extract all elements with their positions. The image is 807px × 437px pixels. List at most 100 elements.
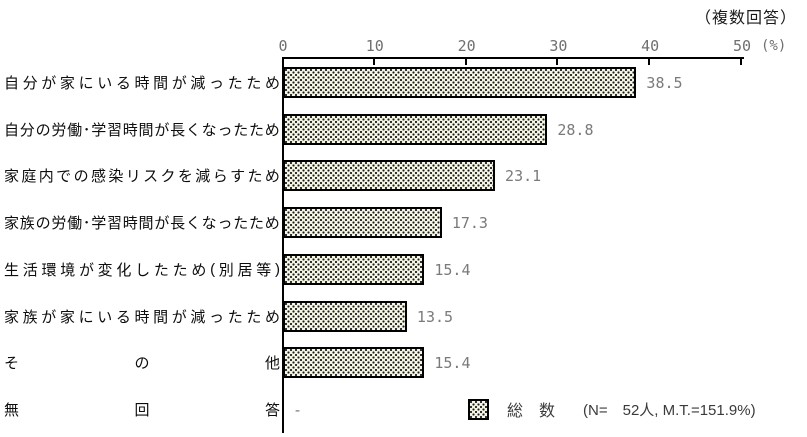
category-label-char: が: [171, 308, 187, 326]
legend: 総 数 (N= 52人, M.T.=151.9%): [468, 397, 756, 421]
category-label-char: め: [264, 75, 280, 92]
category-label-char: の: [35, 215, 51, 233]
category-label-char: 自: [4, 121, 20, 139]
category-label-char: た: [249, 121, 265, 139]
category-label-char: 他: [264, 355, 280, 373]
category-label-char: 時: [134, 75, 150, 92]
category-label-char: 時: [122, 215, 138, 233]
value-label: 13.5: [416, 307, 454, 326]
category-label-char: 境: [60, 261, 76, 279]
category-label-char: 働: [67, 215, 83, 233]
value-label: 23.1: [505, 167, 542, 186]
category-label-char: た: [233, 121, 249, 139]
category-label-char: 学: [91, 121, 107, 139]
category-label: その他: [4, 347, 280, 378]
category-label-char: め: [191, 261, 207, 279]
category-label-char: な: [201, 215, 217, 233]
category-label-char: に: [78, 75, 94, 92]
category-label-char: す: [230, 168, 246, 186]
bar: [283, 207, 442, 239]
category-label-char: 族: [22, 308, 38, 326]
category-label-char: の: [134, 355, 150, 373]
category-label: 家族の労働･学習時間が長くなったため: [4, 207, 280, 238]
category-label-char: が: [154, 215, 170, 233]
category-label-char: 生: [4, 261, 20, 279]
legend-label: 総 数: [507, 403, 556, 420]
x-axis-line: [283, 57, 744, 59]
category-label-char: っ: [217, 121, 233, 139]
category-label-char: な: [201, 121, 217, 139]
category-label-char: 居: [237, 261, 253, 279]
category-label-char: ･: [82, 121, 91, 139]
category-label-char: 答: [264, 401, 280, 419]
category-label-char: 長: [170, 215, 186, 233]
category-label-char: た: [249, 215, 265, 233]
category-label-char: っ: [217, 215, 233, 233]
category-label-char: 家: [4, 215, 20, 233]
y-axis-line: [282, 57, 284, 433]
category-label-char: 分: [22, 75, 38, 92]
category-label-char: 無: [4, 401, 20, 419]
category-label-char: 感: [90, 168, 106, 186]
x-axis-tick-label: 0: [278, 37, 288, 55]
category-label-char: が: [41, 75, 57, 92]
category-label-char: っ: [209, 75, 225, 92]
category-label-char: に: [78, 308, 94, 326]
category-label-char: 習: [106, 121, 122, 139]
x-axis-tick-label: 10: [365, 37, 384, 55]
category-label-char: が: [78, 261, 94, 279]
category-label-char: め: [264, 121, 280, 139]
category-label-char: ら: [212, 168, 228, 186]
category-label: 自分の労働･学習時間が長くなったため: [4, 114, 280, 145]
percent-unit-label: (%): [761, 38, 787, 54]
category-label-char: 長: [170, 121, 186, 139]
category-label-char: た: [227, 75, 243, 92]
category-label-char: 働: [67, 121, 83, 139]
category-label-char: 家: [4, 308, 20, 326]
category-label: 生活環境が変化したため(別居等): [4, 254, 280, 285]
bar: [283, 113, 548, 145]
category-label-char: 時: [122, 121, 138, 139]
category-label-char: っ: [209, 308, 225, 326]
category-label-char: た: [233, 215, 249, 233]
category-label-char: る: [115, 308, 131, 326]
x-axis-tick-label: 50: [732, 37, 752, 55]
category-label-char: を: [177, 168, 193, 186]
category-label-char: が: [171, 75, 187, 92]
category-label: 家庭内での感染リスクを減らすため: [4, 160, 280, 191]
category-label-char: 庭: [21, 168, 37, 186]
category-label-char: 活: [22, 261, 38, 279]
x-axis-tick-mark: [556, 59, 559, 65]
category-label-char: 間: [153, 308, 169, 326]
category-label-char: め: [264, 215, 280, 233]
category-label-char: 家: [59, 308, 75, 326]
category-label-char: た: [227, 308, 243, 326]
bar: [283, 253, 425, 285]
x-axis-tick-label: 30: [549, 37, 568, 55]
x-axis-tick-label: 40: [641, 37, 660, 55]
category-label-char: 化: [116, 261, 132, 279]
category-label-char: リ: [125, 168, 141, 186]
category-label-char: 減: [195, 168, 211, 186]
category-label-char: め: [264, 308, 280, 326]
category-label: 家族が家にいる時間が減ったため: [4, 301, 280, 332]
category-label-char: 労: [51, 215, 67, 233]
category-label-char: た: [172, 261, 188, 279]
category-label-char: そ: [4, 355, 20, 373]
category-label-char: 環: [41, 261, 57, 279]
bar: [283, 347, 425, 379]
bar: [283, 160, 496, 192]
value-label: 28.8: [557, 120, 594, 139]
category-label-char: 家: [59, 75, 75, 92]
category-label-char: 減: [190, 75, 206, 92]
category-label-char: ): [275, 260, 280, 278]
category-label-char: 習: [106, 215, 122, 233]
category-label-char: 間: [138, 215, 154, 233]
multiple-answer-note: （複数回答）: [694, 10, 797, 27]
category-label-char: し: [135, 261, 151, 279]
bar: [283, 300, 407, 332]
category-label-char: た: [247, 168, 263, 186]
category-label-char: が: [41, 308, 57, 326]
bar: [283, 67, 637, 98]
